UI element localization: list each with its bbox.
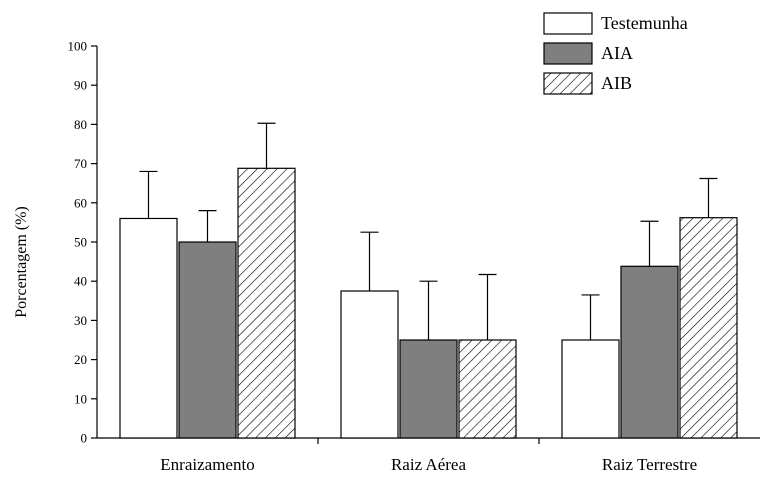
bar (400, 340, 457, 438)
bars (120, 123, 737, 438)
x-tick-label: Enraizamento (160, 455, 254, 473)
bar (341, 291, 398, 438)
y-tick-label: 20 (74, 352, 87, 367)
bar (238, 168, 295, 438)
y-tick-label: 80 (74, 117, 87, 132)
y-tick-label: 100 (68, 39, 88, 54)
y-tick-label: 0 (81, 431, 88, 446)
legend-label: AIA (601, 43, 633, 63)
y-tick-label: 90 (74, 78, 87, 93)
bar (179, 242, 236, 438)
legend-swatch (544, 13, 592, 34)
y-tick-label: 40 (74, 274, 87, 289)
bar (621, 266, 678, 438)
x-tick-label: Raiz Terrestre (602, 455, 697, 473)
legend-swatch (544, 43, 592, 64)
bar (120, 218, 177, 438)
bar (459, 340, 516, 438)
y-tick-label: 70 (74, 156, 87, 171)
legend: Testemunha AIA AIB (544, 13, 688, 94)
y-axis-title: Porcentagem (%) (13, 206, 30, 318)
legend-swatch (544, 73, 592, 94)
x-tick-label: Raiz Aérea (391, 455, 466, 473)
legend-label: Testemunha (601, 13, 688, 33)
bar (680, 218, 737, 438)
y-tick-label: 30 (74, 313, 87, 328)
y-tick-label: 50 (74, 235, 87, 250)
legend-label: AIB (601, 73, 632, 93)
y-tick-label: 10 (74, 391, 87, 406)
y-tick-label: 60 (74, 195, 87, 210)
bar (562, 340, 619, 438)
